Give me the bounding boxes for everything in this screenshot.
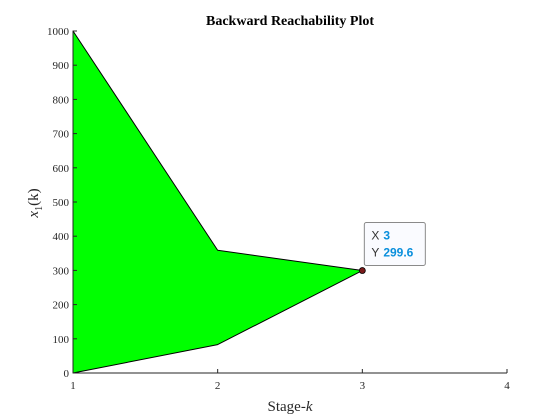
- x-axis-ticks: 1 2 3 4: [70, 369, 510, 392]
- x-tick-label: 1: [70, 380, 76, 392]
- data-tip-x-value: 3: [383, 229, 390, 243]
- y-axis-label-subscript: 1: [34, 206, 45, 211]
- x-axis-label-text: Stage-: [268, 399, 306, 415]
- y-tick-label: 600: [53, 163, 70, 175]
- data-tip-y-label: Y: [371, 246, 379, 260]
- y-tick-label: 300: [53, 265, 70, 277]
- y-tick-label: 0: [64, 368, 70, 380]
- data-tip-y-value: 299.6: [383, 246, 413, 260]
- x-tick-label: 3: [360, 380, 366, 392]
- x-tick-label: 4: [504, 380, 510, 392]
- reachable-set-region: [72, 30, 363, 374]
- svg-text:x1(k): x1(k): [26, 188, 45, 218]
- plot-area: [72, 30, 507, 374]
- chart-title: Backward Reachability Plot: [206, 14, 374, 29]
- data-tip-box: [363, 222, 426, 267]
- x-axis-label-variable: k: [306, 399, 313, 415]
- y-axis-label-variable: x: [26, 211, 42, 219]
- y-tick-label: 500: [53, 197, 70, 209]
- data-tip-marker[interactable]: [358, 267, 366, 274]
- y-tick-label: 200: [53, 300, 70, 312]
- data-tip-x-label: X: [371, 229, 379, 243]
- y-axis-label-argument: (k): [26, 188, 42, 206]
- y-tick-label: 1000: [47, 26, 70, 38]
- x-axis-label: Stage-k: [268, 399, 313, 415]
- y-axis-ticks: 0 100 200 300 400 500 600 700 800 900 1000: [47, 26, 77, 380]
- y-tick-label: 900: [53, 60, 70, 72]
- y-axis-label: x1(k): [26, 188, 45, 218]
- x-tick-label: 2: [215, 380, 221, 392]
- y-tick-label: 700: [53, 129, 70, 141]
- data-tip[interactable]: X 3Y 299.6: [358, 222, 426, 274]
- y-tick-label: 400: [53, 231, 70, 243]
- y-tick-label: 800: [53, 94, 70, 106]
- y-tick-label: 100: [53, 334, 70, 346]
